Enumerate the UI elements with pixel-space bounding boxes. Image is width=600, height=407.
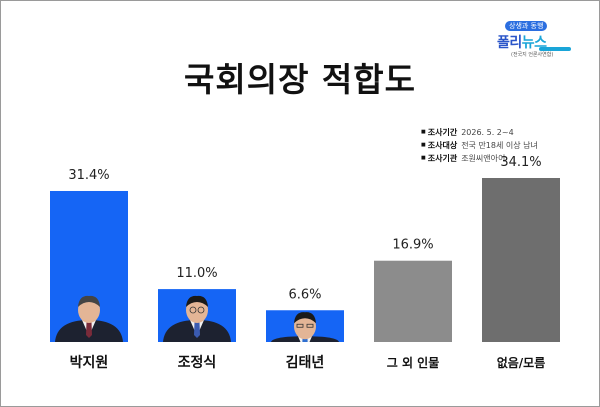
category-label: 김태년: [286, 354, 325, 371]
value-label: 16.9%: [392, 238, 433, 253]
bar-group: 34.1% 없음/모름: [482, 155, 560, 370]
photo-clip: [55, 295, 123, 342]
info-row: 조사기간 2026. 5. 2~4: [421, 126, 538, 139]
logo-sub: (전국지 언론사연합): [511, 52, 554, 58]
info-key: 조사기간: [421, 128, 457, 137]
info-key: 조사대상: [421, 141, 457, 150]
bar-group: 6.6% 김태년: [266, 287, 344, 371]
info-row: 조사대상 전국 만18세 이상 남녀: [421, 139, 538, 152]
info-value: 조원씨앤아이: [461, 154, 506, 163]
logo-name-a: 폴리: [497, 35, 522, 51]
face-shape: [78, 297, 100, 323]
info-key: 조사기관: [421, 154, 457, 163]
logo-name: 폴리뉴스: [497, 32, 547, 52]
category-label: 그 외 인물: [387, 355, 440, 370]
bar: [482, 178, 560, 342]
category-label: 박지원: [70, 354, 109, 371]
tie-shape: [302, 338, 308, 342]
polinews-logo: 상생과 동행 폴리뉴스 (전국지 언론사연합): [497, 21, 573, 63]
photo-clip: [163, 295, 231, 342]
category-label: 없음/모름: [497, 355, 546, 370]
face-shape: [294, 313, 316, 340]
face-shape: [186, 297, 208, 323]
chart-title: 국회의장 적합도: [183, 60, 416, 99]
tie-shape: [194, 322, 200, 338]
glasses-shape: [296, 323, 304, 328]
logo-wave-icon: [539, 47, 571, 51]
candidate-photo: [55, 295, 123, 342]
bar: [374, 260, 452, 342]
info-value: 전국 만18세 이상 남녀: [461, 141, 538, 150]
candidate-photo: [271, 312, 339, 342]
value-label: 34.1%: [500, 155, 541, 170]
bar-group: 16.9% 그 외 인물: [374, 238, 452, 370]
tie-shape: [86, 322, 92, 338]
bar-group: 11.0% 조정식: [158, 266, 236, 371]
hair-shape: [186, 295, 208, 307]
bar-group: 31.4% 박지원: [50, 168, 128, 371]
info-value: 2026. 5. 2~4: [461, 128, 514, 137]
glasses-shape: [197, 306, 205, 314]
candidate-photo: [163, 295, 231, 342]
category-label: 조정식: [178, 354, 217, 371]
hair-shape: [78, 295, 100, 307]
info-row: 조사기관 조원씨앤아이: [421, 152, 538, 165]
glasses-shape: [189, 306, 197, 314]
photo-clip: [271, 312, 339, 342]
glasses-shape: [306, 323, 314, 328]
value-label: 11.0%: [176, 266, 217, 281]
hair-shape: [294, 312, 316, 324]
value-label: 6.6%: [288, 287, 321, 302]
value-label: 31.4%: [68, 168, 109, 183]
logo-tagline: 상생과 동행: [505, 21, 548, 31]
